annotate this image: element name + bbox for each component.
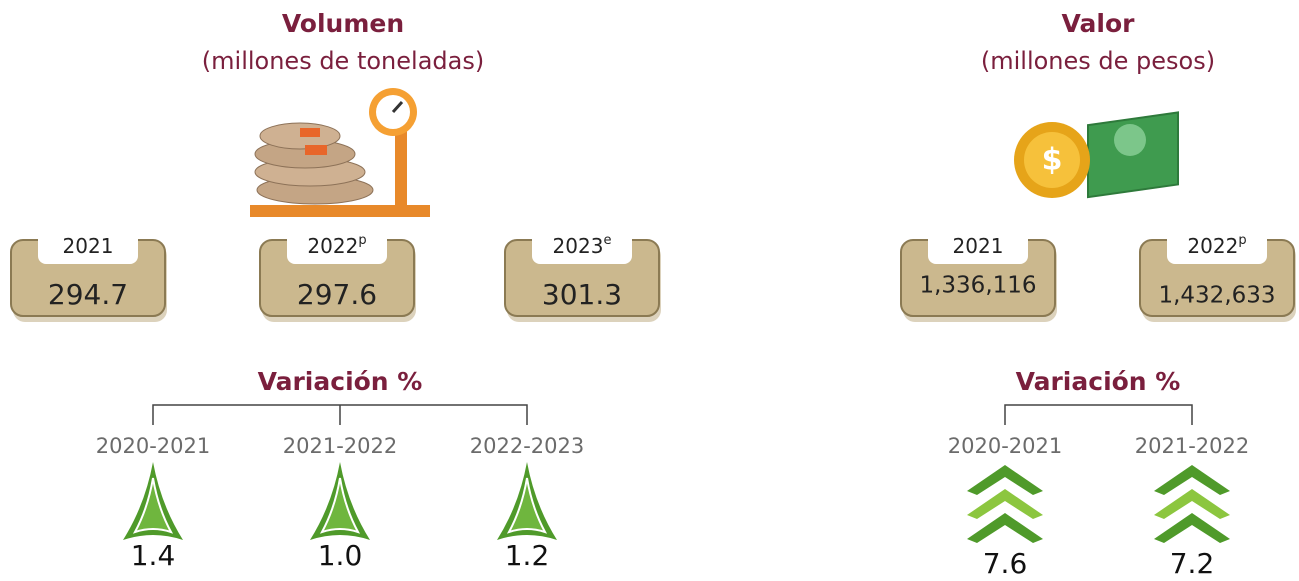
- year-label: 2022p: [1187, 233, 1246, 258]
- variation-value: 1.4: [131, 539, 176, 572]
- box-value: 1,336,116: [919, 273, 1036, 299]
- up-arrow-inner: [509, 478, 545, 532]
- value-bracket: [1005, 405, 1192, 425]
- box-value: 1,432,633: [1158, 283, 1275, 309]
- year: 2021: [953, 234, 1004, 258]
- variation-value: 7.6: [983, 547, 1028, 580]
- period: 2020-2021: [948, 434, 1062, 458]
- value-subtitle: (millones de pesos): [981, 47, 1215, 75]
- year-label: 2022p: [307, 233, 366, 258]
- up-arrow-inner: [135, 478, 171, 532]
- year-label: 2023e: [553, 233, 612, 258]
- volume-title: Volumen: [282, 9, 404, 38]
- year-label: 2021: [63, 234, 114, 258]
- svg-text:$: $: [1042, 143, 1063, 178]
- volume-bracket: [153, 405, 527, 425]
- infographic: Volumen (millones de toneladas) Valor (m…: [0, 0, 1299, 581]
- year-sup: p: [1238, 233, 1246, 248]
- year: 2022: [307, 234, 358, 258]
- money-icon: $: [1014, 112, 1178, 198]
- year: 2023: [553, 234, 604, 258]
- period: 2022-2023: [470, 434, 584, 458]
- scale-icon: [250, 88, 430, 217]
- box-value: 301.3: [542, 278, 622, 311]
- period: 2020-2021: [96, 434, 210, 458]
- box-value: 294.7: [48, 278, 128, 311]
- period: 2021-2022: [283, 434, 397, 458]
- variation-value: 1.2: [505, 539, 550, 572]
- up-arrow-inner: [322, 478, 358, 532]
- variation-value: 1.0: [318, 539, 363, 572]
- year-sup: e: [603, 233, 611, 248]
- value-title: Valor: [1062, 9, 1136, 38]
- year: 2021: [63, 234, 114, 258]
- variation-value: 7.2: [1170, 547, 1215, 580]
- year-label: 2021: [953, 234, 1004, 258]
- variation-title: Variación %: [1016, 367, 1181, 396]
- year-sup: p: [358, 233, 366, 248]
- box-value: 297.6: [297, 278, 377, 311]
- variation-title: Variación %: [258, 367, 423, 396]
- period: 2021-2022: [1135, 434, 1249, 458]
- volume-subtitle: (millones de toneladas): [202, 47, 484, 75]
- year: 2022: [1187, 234, 1238, 258]
